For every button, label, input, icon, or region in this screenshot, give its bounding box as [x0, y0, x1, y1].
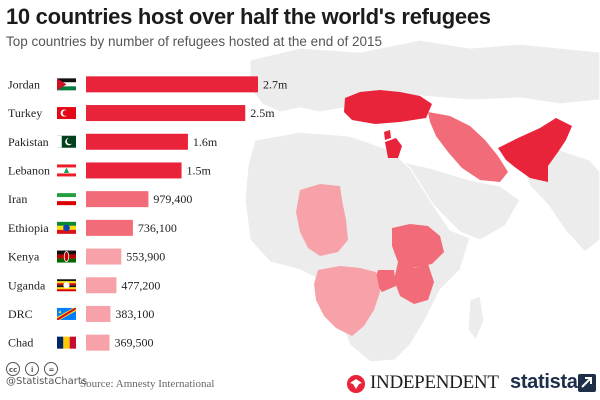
bar-drc	[86, 305, 111, 322]
lebanon-flag-icon	[57, 164, 76, 177]
data-label: 736,100	[138, 221, 177, 235]
by-license-icon: i	[25, 362, 40, 376]
bar-row: Pakistan 1.6m	[8, 133, 218, 150]
bar-lebanon	[86, 162, 182, 179]
map-region-uganda	[374, 270, 396, 292]
category-label: Lebanon	[8, 163, 50, 177]
bar-chad	[86, 334, 110, 351]
africa-land	[244, 131, 471, 363]
bar-iran	[86, 191, 149, 208]
category-label: DRC	[8, 307, 33, 321]
uganda-flag-icon	[57, 279, 76, 292]
statista-handle[interactable]: cc i = @StatistaCharts	[6, 362, 87, 387]
category-label: Uganda	[8, 278, 46, 292]
bar-ethiopia	[86, 219, 133, 236]
map-region-turkey	[344, 90, 432, 124]
category-label: Chad	[8, 336, 33, 350]
category-label: Turkey	[8, 106, 42, 120]
data-label: 369,500	[115, 336, 154, 350]
data-label: 553,900	[126, 250, 165, 264]
chart-subtitle: Top countries by number of refugees host…	[6, 34, 383, 49]
independent-eagle-icon	[347, 375, 365, 393]
bar-pakistan	[86, 133, 188, 150]
bar-jordan	[86, 76, 258, 93]
category-label: Jordan	[8, 77, 40, 91]
bar-row: Jordan 2.7m	[8, 76, 288, 93]
pakistan-flag-icon	[57, 135, 76, 148]
category-label: Kenya	[8, 250, 40, 264]
bar-row: Iran 979,400	[8, 191, 192, 208]
category-label: Ethiopia	[8, 221, 49, 235]
bar-row: DRC 383,100	[8, 305, 154, 322]
bar-row: Lebanon 1.5m	[8, 162, 212, 179]
data-label: 383,100	[115, 307, 154, 321]
statista-arrow-icon	[578, 374, 596, 392]
data-label: 1.6m	[193, 135, 218, 149]
bar-row: Uganda 477,200	[8, 277, 160, 294]
chart-title: 10 countries host over half the world's …	[6, 4, 491, 29]
iran-flag-icon	[57, 193, 76, 206]
bar-kenya	[86, 248, 122, 265]
publisher-logo[interactable]: INDEPENDENT	[370, 372, 499, 393]
handle-text: @StatistaCharts	[6, 376, 88, 387]
map-region-iran	[428, 112, 508, 182]
drc-flag-icon	[57, 307, 76, 320]
ethiopia-flag-icon	[57, 221, 76, 234]
map-region-kenya	[394, 262, 434, 304]
data-label: 979,400	[153, 192, 192, 206]
europe-land	[249, 39, 600, 113]
turkey-flag-icon	[57, 107, 76, 120]
map-region-pakistan	[498, 118, 572, 182]
map-region-ethiopia	[392, 224, 444, 268]
chad-flag-icon	[57, 336, 76, 349]
kenya-flag-icon	[57, 250, 76, 263]
map-region-lebanon	[384, 130, 391, 140]
source-note: Source: Amnesty International	[80, 378, 215, 390]
madagascar-land	[467, 295, 485, 342]
map-region-jordan	[385, 138, 402, 158]
bar-row: Ethiopia 736,100	[8, 219, 177, 236]
data-label: 2.5m	[250, 106, 275, 120]
category-label: Iran	[8, 192, 27, 206]
bar-turkey	[86, 105, 246, 122]
cc-license-icon: cc	[6, 362, 20, 376]
bar-uganda	[86, 277, 117, 294]
jordan-flag-icon	[57, 78, 76, 91]
bar-row: Turkey 2.5m	[8, 105, 275, 122]
bar-row: Chad 369,500	[8, 334, 154, 351]
map-region-chad	[296, 184, 348, 256]
equal-license-icon: =	[44, 362, 59, 376]
data-label: 1.5m	[187, 163, 212, 177]
bar-row: Kenya 553,900	[8, 248, 165, 265]
statista-logo[interactable]: statista	[510, 371, 578, 393]
map-region-drc	[314, 266, 380, 336]
data-label: 477,200	[121, 278, 160, 292]
category-label: Pakistan	[8, 135, 49, 149]
data-label: 2.7m	[263, 77, 288, 91]
